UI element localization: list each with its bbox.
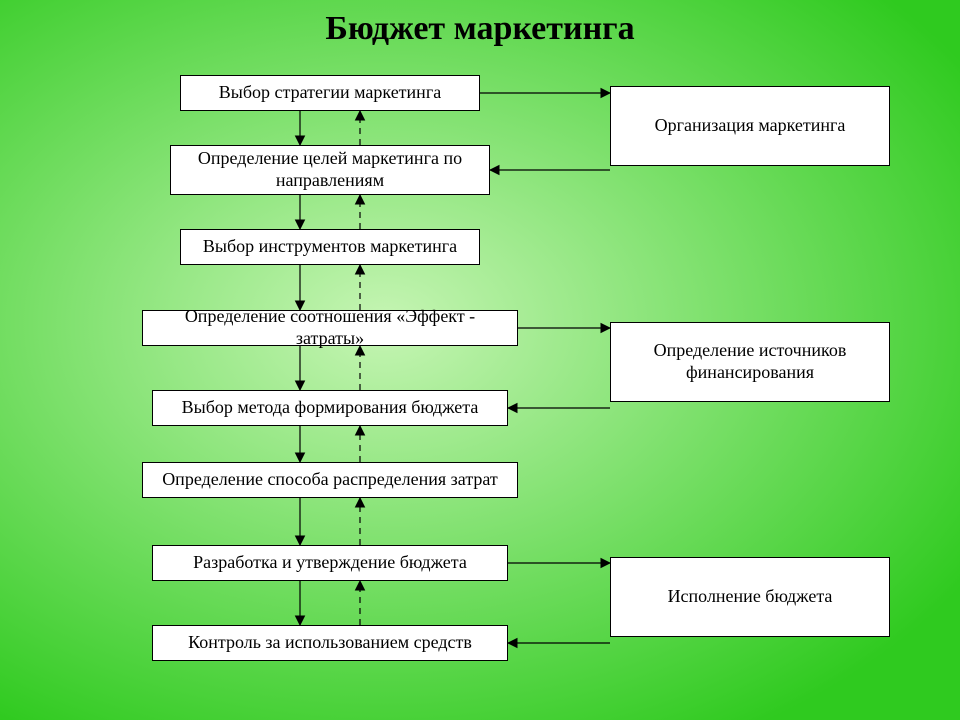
flow-node-label: Организация маркетинга (655, 115, 846, 137)
flow-node-n2: Определение целей маркетинга по направле… (170, 145, 490, 195)
flow-node-label: Выбор стратегии маркетинга (219, 82, 441, 104)
flow-node-n3: Выбор инструментов маркетинга (180, 229, 480, 265)
flow-node-label: Выбор инструментов маркетинга (203, 236, 457, 258)
flow-node-n6: Определение способа распределения затрат (142, 462, 518, 498)
flow-node-label: Определение целей маркетинга по направле… (177, 148, 483, 191)
flow-node-label: Исполнение бюджета (668, 586, 833, 608)
flow-node-label: Выбор метода формирования бюджета (182, 397, 479, 419)
flow-node-label: Определение источников финансирования (617, 340, 883, 383)
diagram-stage: Бюджет маркетинга Выбор стратегии маркет… (0, 0, 960, 720)
flow-node-n5: Выбор метода формирования бюджета (152, 390, 508, 426)
flow-node-r2: Определение источников финансирования (610, 322, 890, 402)
flow-node-r1: Организация маркетинга (610, 86, 890, 166)
flow-node-label: Разработка и утверждение бюджета (193, 552, 467, 574)
flow-node-n8: Контроль за использованием средств (152, 625, 508, 661)
flow-node-label: Определение способа распределения затрат (162, 469, 498, 491)
flow-node-n7: Разработка и утверждение бюджета (152, 545, 508, 581)
page-title: Бюджет маркетинга (0, 10, 960, 48)
flow-node-n1: Выбор стратегии маркетинга (180, 75, 480, 111)
flow-node-r3: Исполнение бюджета (610, 557, 890, 637)
flow-node-label: Определение соотношения «Эффект - затрат… (149, 306, 511, 349)
flow-node-n4: Определение соотношения «Эффект - затрат… (142, 310, 518, 346)
flow-node-label: Контроль за использованием средств (188, 632, 472, 654)
